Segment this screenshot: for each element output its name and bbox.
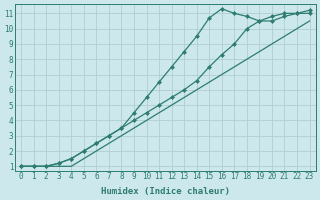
X-axis label: Humidex (Indice chaleur): Humidex (Indice chaleur) [101, 187, 230, 196]
